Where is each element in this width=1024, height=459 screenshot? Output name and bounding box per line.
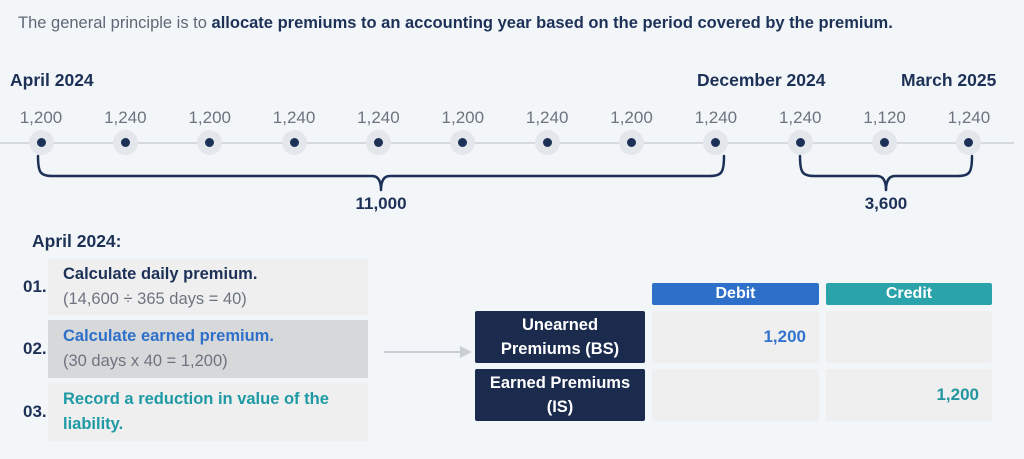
- row-label-line: (IS): [546, 398, 574, 416]
- timeline-dot-core: [542, 138, 552, 147]
- bracket-total-second-period: 3,600: [864, 194, 908, 213]
- timeline-dot-core: [795, 138, 805, 147]
- bracket-first-period: [36, 154, 726, 192]
- step-3-title: Record a reduction in value of the liabi…: [63, 390, 329, 433]
- timeline-month-value: 1,240: [104, 108, 147, 127]
- timeline-dot-core: [964, 138, 974, 147]
- timeline-dot-core: [627, 138, 637, 147]
- timeline-dot: [197, 130, 223, 155]
- timeline-axis: [0, 142, 1014, 144]
- journal-entry-table: Debit Credit Unearned Premiums (BS) 1,20…: [475, 283, 992, 421]
- timeline-dot: [872, 130, 898, 155]
- timeline-month-value: 1,240: [947, 108, 991, 127]
- table-corner-spacer: [475, 283, 645, 305]
- timeline-label-march-2025: March 2025: [901, 70, 997, 90]
- row-label-unearned-premiums: Unearned Premiums (BS): [475, 311, 645, 363]
- earned-premiums-debit-cell: [652, 369, 819, 421]
- timeline-dot: [619, 130, 645, 155]
- timeline-dot: [703, 130, 729, 155]
- timeline-dot: [787, 130, 813, 155]
- timeline-dot-core: [458, 138, 468, 147]
- row-label-line: Premiums (BS): [500, 340, 620, 358]
- earned-premiums-credit-cell: 1,200: [826, 369, 992, 421]
- debit-column-header: Debit: [652, 283, 819, 305]
- step-1-title: Calculate daily premium.: [63, 265, 258, 283]
- intro-text-regular: The general principle is to: [18, 14, 212, 32]
- timeline-dot-core: [205, 138, 215, 147]
- intro-text-bold: allocate premiums to an accounting year …: [211, 14, 893, 32]
- timeline-month-value: 1,200: [19, 108, 63, 127]
- bracket-total-first-period: 11,000: [355, 194, 407, 213]
- step-3-number: 03.: [23, 402, 47, 421]
- row-label-line: Earned Premiums: [489, 374, 631, 392]
- step-3: 03. Record a reduction in value of the l…: [23, 383, 368, 441]
- timeline-label-april-2024: April 2024: [10, 70, 94, 90]
- timeline-dot: [365, 130, 391, 155]
- timeline-dot-core: [289, 138, 299, 147]
- timeline-dot: [450, 130, 476, 155]
- timeline-month-value: 1,200: [610, 108, 653, 127]
- step-2-title: Calculate earned premium.: [63, 327, 274, 345]
- timeline-dot: [28, 130, 54, 155]
- timeline-dot-core: [880, 138, 890, 147]
- step-2: 02. Calculate earned premium. (30 days x…: [23, 320, 368, 378]
- timeline-label-december-2024: December 2024: [697, 70, 826, 90]
- step-1-detail: (14,600 ÷ 365 days = 40): [63, 290, 247, 308]
- arrow-to-table-icon: [384, 346, 472, 358]
- credit-column-header: Credit: [826, 283, 992, 305]
- step-2-detail: (30 days x 40 = 1,200): [63, 352, 228, 370]
- timeline-dot: [112, 130, 138, 155]
- step-2-number: 02.: [23, 339, 47, 358]
- step-1-number: 01.: [23, 277, 47, 296]
- timeline-month-value: 1,240: [272, 108, 316, 127]
- steps-heading: April 2024:: [32, 231, 122, 251]
- timeline-dot: [956, 130, 982, 155]
- step-3-box: Record a reduction in value of the liabi…: [48, 383, 368, 441]
- step-2-box: Calculate earned premium. (30 days x 40 …: [48, 320, 368, 378]
- timeline-month-value: 1,240: [778, 108, 822, 127]
- timeline-dot: [534, 130, 560, 155]
- timeline-dot-core: [711, 138, 721, 147]
- timeline-month-value: 1,240: [525, 108, 569, 127]
- unearned-premiums-credit-cell: [826, 311, 992, 363]
- timeline-month-value: 1,200: [441, 108, 485, 127]
- timeline-month-value: 1,240: [357, 108, 400, 127]
- timeline-month-value: 1,120: [863, 108, 906, 127]
- intro-text: The general principle is to allocate pre…: [18, 12, 893, 34]
- timeline-month-value: 1,200: [188, 108, 231, 127]
- unearned-premiums-debit-cell: 1,200: [652, 311, 819, 363]
- timeline-month-value: 1,240: [694, 108, 738, 127]
- step-1-box: Calculate daily premium. (14,600 ÷ 365 d…: [48, 259, 368, 315]
- timeline-dot-core: [36, 138, 46, 147]
- step-1: 01. Calculate daily premium. (14,600 ÷ 3…: [23, 259, 368, 315]
- timeline-dot: [281, 130, 307, 155]
- row-label-earned-premiums: Earned Premiums (IS): [475, 369, 645, 421]
- row-label-line: Unearned: [521, 316, 599, 334]
- timeline-dot-core: [373, 138, 383, 147]
- bracket-second-period: [798, 154, 974, 192]
- timeline-dot-core: [120, 138, 130, 147]
